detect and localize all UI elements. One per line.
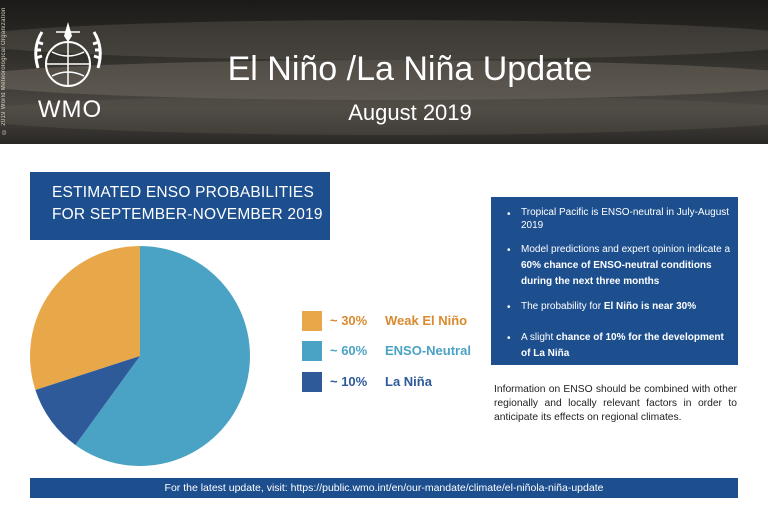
legend-neutral: ~ 60% ENSO-Neutral (302, 341, 502, 361)
bullet-icon: • (507, 302, 511, 313)
info-bullet: The probability for El Niño is near 30% (521, 301, 697, 312)
chart-title-line1: ESTIMATED ENSO PROBABILITIES (52, 184, 314, 201)
page-title: El Niño /La Niña Update (227, 50, 593, 88)
legend-percent: ~ 30% (330, 313, 368, 328)
legend-la-nina: ~ 10% La Niña (302, 372, 502, 392)
chart-title-banner: ESTIMATED ENSO PROBABILITIES FOR SEPTEMB… (30, 172, 330, 240)
wmo-logo-icon (34, 22, 102, 87)
pie-slice-weak-el-ni-o (30, 246, 140, 390)
legend-swatch (302, 372, 322, 392)
bullet-icon: • (507, 245, 511, 256)
info-bullet: A slight chance of 10% for the developme… (521, 332, 724, 359)
info-bullet: Tropical Pacific is ENSO-neutral in July… (521, 207, 730, 231)
wave-decoration (0, 95, 768, 135)
legend-el-nino: ~ 30% Weak El Niño (302, 311, 502, 331)
enso-pie-chart (30, 246, 250, 466)
wave-decoration (0, 60, 768, 100)
legend-label: Weak El Niño (385, 313, 468, 328)
legend-percent: ~ 10% (330, 374, 368, 389)
chart-title-line2: FOR SEPTEMBER-NOVEMBER 2019 (52, 206, 323, 223)
pie-slice-enso-neutral (75, 246, 250, 466)
legend-label: La Niña (385, 374, 432, 389)
wmo-wordmark: WMO (37, 96, 103, 123)
legend-swatch (302, 341, 322, 361)
bullet-icon: • (507, 209, 511, 220)
pie-slice-la-ni-a (35, 356, 140, 445)
info-note: Information on ENSO should be combined w… (494, 384, 737, 423)
bullet-icon: • (507, 333, 511, 344)
footer-link[interactable]: For the latest update, visit: https://pu… (30, 478, 738, 498)
copyright-text: © 2019 World Meteorological Organization (1, 7, 7, 134)
page-subtitle: August 2019 (348, 100, 472, 125)
legend-percent: ~ 60% (330, 343, 368, 358)
legend-swatch (302, 311, 322, 331)
header-banner: © 2019 World Meteorological Organization… (0, 0, 768, 144)
info-bullet: Model predictions and expert opinion ind… (521, 244, 731, 287)
legend-label: ENSO-Neutral (385, 343, 471, 358)
info-panel: • Tropical Pacific is ENSO-neutral in Ju… (491, 197, 738, 365)
wave-decoration (0, 20, 768, 60)
